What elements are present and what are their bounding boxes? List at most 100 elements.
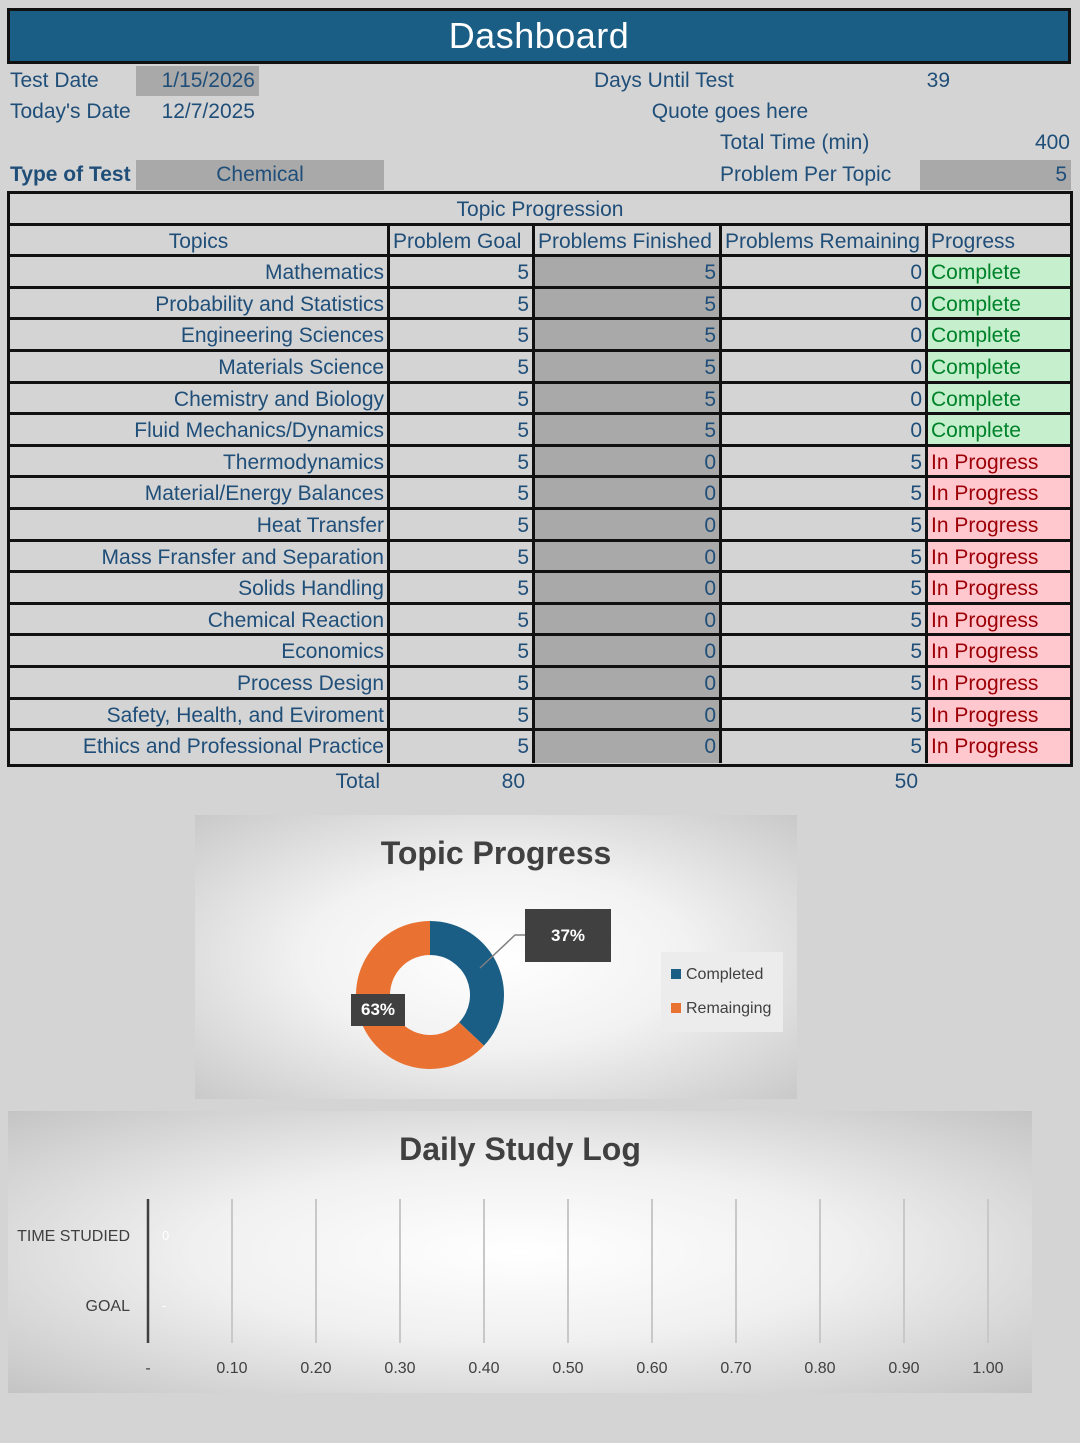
problems-remaining-cell: 0 (719, 257, 925, 286)
problems-remaining-cell: 0 (719, 352, 925, 381)
problems-finished-cell[interactable]: 0 (532, 541, 719, 571)
progress-status-cell: In Progress (925, 478, 1070, 507)
type-of-test-label: Type of Test (10, 163, 131, 186)
table-row: Process Design 5 0 5 In Progress (10, 668, 1070, 700)
remaining-slice[interactable] (356, 921, 484, 1069)
x-tick-label: 0.40 (468, 1360, 499, 1377)
x-tick-label: 0.90 (888, 1360, 919, 1377)
bar-value-label: 0 (162, 1228, 169, 1243)
problem-goal-cell[interactable]: 5 (387, 636, 532, 665)
problems-finished-cell[interactable]: 0 (532, 510, 719, 539)
total-time-value: 400 (1034, 131, 1070, 154)
progress-status-cell: Complete (925, 352, 1070, 381)
topic-cell: Thermodynamics (222, 450, 384, 474)
days-until-value: 39 (926, 69, 950, 92)
table-row: Solids Handling 5 0 5 In Progress (10, 573, 1070, 605)
problem-per-topic-label: Problem Per Topic (720, 163, 892, 186)
progress-status-cell: Complete (925, 383, 1070, 413)
completed-slice[interactable] (430, 921, 504, 1046)
topic-cell: Fluid Mechanics/Dynamics (134, 419, 384, 443)
problems-remaining-cell: 0 (719, 288, 925, 318)
problem-goal-cell[interactable]: 5 (387, 668, 532, 697)
problem-goal-cell[interactable]: 5 (387, 699, 532, 729)
problems-finished-cell[interactable]: 5 (532, 257, 719, 286)
daily-study-log-chart[interactable]: Daily Study Log - 0.10 0.20 0.30 0.40 0.50 0.6… (8, 1111, 1032, 1393)
x-tick-label: 0.70 (720, 1360, 751, 1377)
problems-remaining-cell: 0 (719, 320, 925, 349)
progress-status-cell: In Progress (925, 668, 1070, 697)
problems-finished-cell[interactable]: 5 (532, 415, 719, 444)
problem-goal-cell[interactable]: 5 (387, 510, 532, 539)
problem-goal-cell[interactable]: 5 (387, 352, 532, 381)
table-row: Chemistry and Biology 5 5 0 Complete (10, 383, 1070, 416)
table-row: Materials Science 5 5 0 Complete (10, 352, 1070, 384)
problem-goal-cell[interactable]: 5 (387, 604, 532, 634)
problems-finished-cell[interactable]: 0 (532, 573, 719, 602)
problems-finished-cell[interactable]: 0 (532, 446, 719, 476)
problems-finished-cell[interactable]: 0 (532, 699, 719, 729)
problem-goal-cell[interactable]: 5 (387, 573, 532, 602)
table-title-row: Topic Progression (10, 194, 1070, 226)
problem-goal-cell[interactable]: 5 (387, 257, 532, 286)
quote-text: Quote goes here (651, 100, 809, 123)
problems-finished-cell[interactable]: 5 (532, 320, 719, 349)
problem-goal-cell[interactable]: 5 (387, 320, 532, 349)
topic-cell: Economics (281, 640, 384, 664)
legend-remaining: Remainging (671, 992, 773, 1026)
problems-remaining-cell: 5 (719, 636, 925, 665)
x-tick-label: 0.10 (216, 1360, 247, 1377)
progress-status-cell: Complete (925, 288, 1070, 318)
progress-status-cell: In Progress (925, 446, 1070, 476)
problems-finished-cell[interactable]: 0 (532, 668, 719, 697)
topic-progress-chart[interactable]: Topic Progress 37% 63% Completed Remaing… (195, 815, 797, 1099)
type-of-test-select[interactable]: Chemical (136, 160, 384, 190)
problems-remaining-cell: 5 (719, 604, 925, 634)
topic-progression-table: Topic Progression Topics Problem Goal Pr… (7, 191, 1073, 767)
progress-status-cell: Complete (925, 257, 1070, 286)
topic-cell: Ethics and Professional Practice (82, 735, 384, 759)
progress-status-cell: In Progress (925, 731, 1070, 763)
test-date-value[interactable]: 1/15/2026 (136, 66, 259, 96)
problems-finished-cell[interactable]: 0 (532, 478, 719, 507)
y-category-label: TIME STUDIED (17, 1228, 130, 1245)
progress-status-cell: In Progress (925, 604, 1070, 634)
problem-goal-cell[interactable]: 5 (387, 541, 532, 571)
problem-goal-cell[interactable]: 5 (387, 478, 532, 507)
table-row: Heat Transfer 5 0 5 In Progress (10, 510, 1070, 542)
problem-goal-cell[interactable]: 5 (387, 415, 532, 444)
problems-finished-cell[interactable]: 0 (532, 604, 719, 634)
topic-cell: Solids Handling (238, 577, 384, 601)
topic-cell: Probability and Statistics (155, 292, 384, 316)
table-row: Thermodynamics 5 0 5 In Progress (10, 446, 1070, 479)
bar-value-label: - (162, 1298, 166, 1313)
header-problems-finished: Problems Finished (532, 225, 719, 255)
problem-goal-cell[interactable]: 5 (387, 288, 532, 318)
progress-status-cell: In Progress (925, 541, 1070, 571)
progress-status-cell: In Progress (925, 636, 1070, 665)
y-category-label: GOAL (86, 1298, 131, 1315)
problem-goal-cell[interactable]: 5 (387, 446, 532, 476)
dashboard-title: Dashboard (7, 8, 1071, 64)
topic-cell: Mass Fransfer and Separation (101, 545, 384, 569)
problems-remaining-cell: 5 (719, 510, 925, 539)
problem-goal-cell[interactable]: 5 (387, 731, 532, 763)
remaining-percent-label: 63% (351, 994, 405, 1026)
table-row: Material/Energy Balances 5 0 5 In Progress (10, 478, 1070, 510)
problem-per-topic-value[interactable]: 5 (920, 160, 1071, 190)
x-tick-label: 1.00 (972, 1360, 1003, 1377)
problems-finished-cell[interactable]: 0 (532, 636, 719, 665)
table-row: Economics 5 0 5 In Progress (10, 636, 1070, 668)
topic-progress-legend: Completed Remainging (661, 952, 783, 1032)
problems-finished-cell[interactable]: 5 (532, 383, 719, 413)
table-row: Engineering Sciences 5 5 0 Complete (10, 320, 1070, 352)
problems-remaining-cell: 5 (719, 541, 925, 571)
topic-cell: Chemistry and Biology (173, 387, 384, 411)
problems-finished-cell[interactable]: 5 (532, 352, 719, 381)
problems-finished-cell[interactable]: 0 (532, 731, 719, 763)
topic-cell: Process Design (236, 672, 384, 695)
problems-finished-cell[interactable]: 5 (532, 288, 719, 318)
problems-remaining-cell: 5 (719, 478, 925, 507)
problem-goal-cell[interactable]: 5 (387, 383, 532, 413)
header-progress: Progress (925, 225, 1070, 255)
topic-cell: Material/Energy Balances (144, 482, 384, 506)
